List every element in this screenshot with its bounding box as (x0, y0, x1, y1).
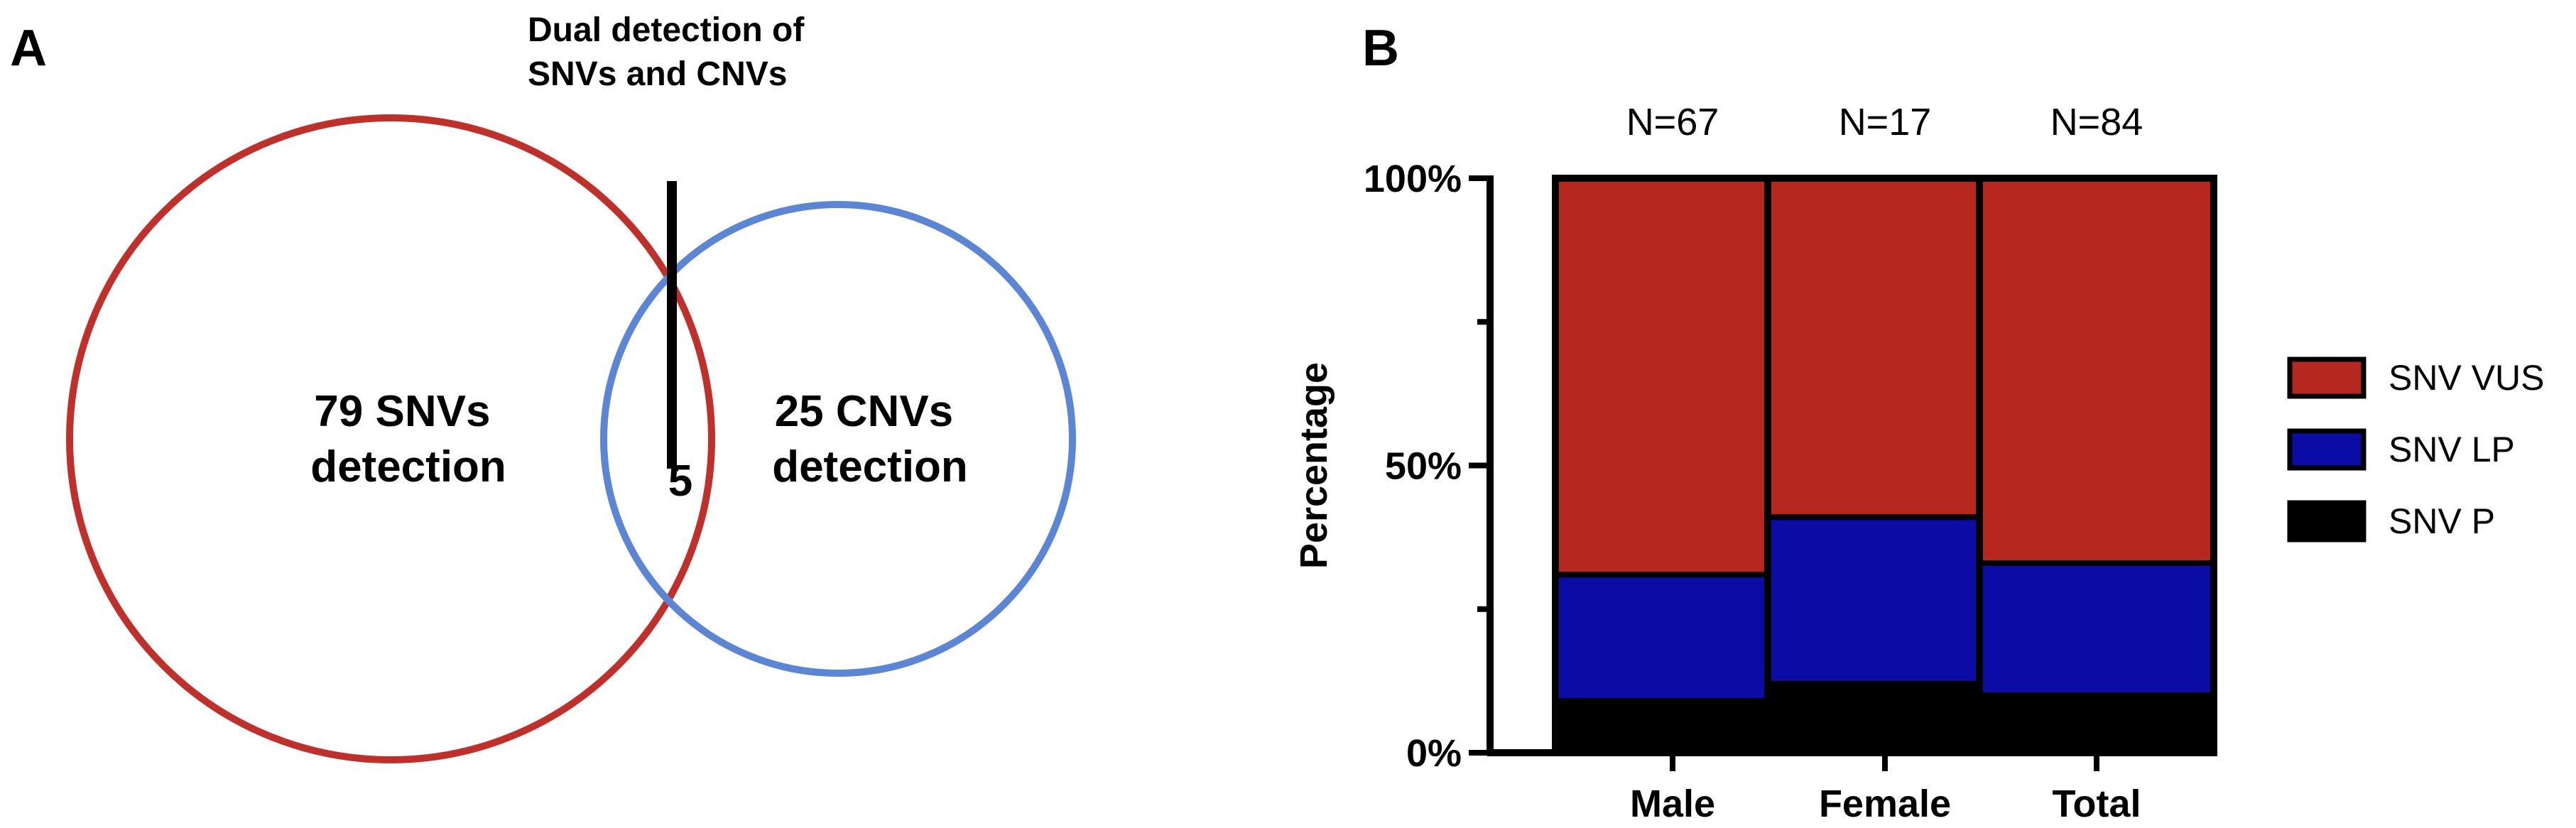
x-tick-label-male: Male (1630, 783, 1715, 825)
y-tick-label-100: 100% (1364, 158, 1462, 200)
bar-segment-female-snv-lp (1768, 517, 2002, 684)
legend-swatch-snv-vus (2287, 356, 2366, 399)
legend-label-snv-lp: SNV LP (2388, 430, 2515, 469)
overlap-count: 5 (668, 457, 692, 506)
panel-a-label: A (10, 20, 47, 77)
n-label-male: N=67 (1626, 101, 1719, 143)
bar-segment-total-snv-p (1979, 695, 2214, 753)
y-axis-label: Percentage (1293, 362, 1335, 569)
cnv-set-label: 25 CNVs detection (772, 387, 968, 491)
bar-segment-female-snv-p (1768, 683, 2002, 753)
bar-segment-total-snv-lp (1979, 563, 2214, 696)
plot-area: Percentage N=67 Male N=17 Female N=84 Total 0% 5… (1293, 101, 2217, 825)
annotation-line-2: SNVs and CNVs (528, 55, 787, 93)
snv-set-label-line-1: 79 SNVs (314, 387, 490, 436)
legend-swatch-snv-lp (2287, 428, 2366, 471)
panel-b-label: B (1362, 20, 1399, 77)
bar-segment-male-snv-p (1555, 701, 1790, 753)
bar-segment-female-snv-vus (1768, 178, 2002, 518)
legend: SNV VUS SNV LP SNV P (2287, 356, 2545, 543)
x-tick-label-female: Female (1819, 783, 1951, 825)
snv-set-circle (66, 114, 715, 763)
annotation-line-1: Dual detection of (528, 11, 805, 49)
stacked-bar-chart: B Percentage N=67 Male N=17 Female N=84 Total 0… (1293, 20, 2545, 825)
snv-set-label: 79 SNVs detection (310, 387, 506, 491)
n-label-total: N=84 (2050, 101, 2143, 143)
bar-segment-total-snv-vus (1979, 178, 2214, 564)
legend-swatch-snv-p (2287, 500, 2366, 543)
cnv-set-circle (600, 201, 1076, 677)
cnv-set-label-line-2: detection (772, 442, 968, 491)
dual-detection-annotation: Dual detection of SNVs and CNVs (528, 11, 814, 93)
y-tick-label-0: 0% (1406, 732, 1462, 775)
legend-label-snv-vus: SNV VUS (2388, 358, 2545, 398)
cnv-set-label-line-1: 25 CNVs (775, 387, 954, 436)
snv-set-label-line-2: detection (310, 442, 506, 491)
x-tick-label-total: Total (2053, 783, 2141, 825)
bar-segment-male-snv-vus (1555, 178, 1790, 575)
venn-diagram: A Dual detection of SNVs and CNVs 79 SNV… (10, 11, 1076, 763)
y-tick-label-50: 50% (1385, 445, 1462, 488)
legend-label-snv-p: SNV P (2388, 501, 2495, 541)
bar-segment-male-snv-lp (1555, 574, 1790, 702)
n-label-female: N=17 (1839, 101, 1932, 143)
